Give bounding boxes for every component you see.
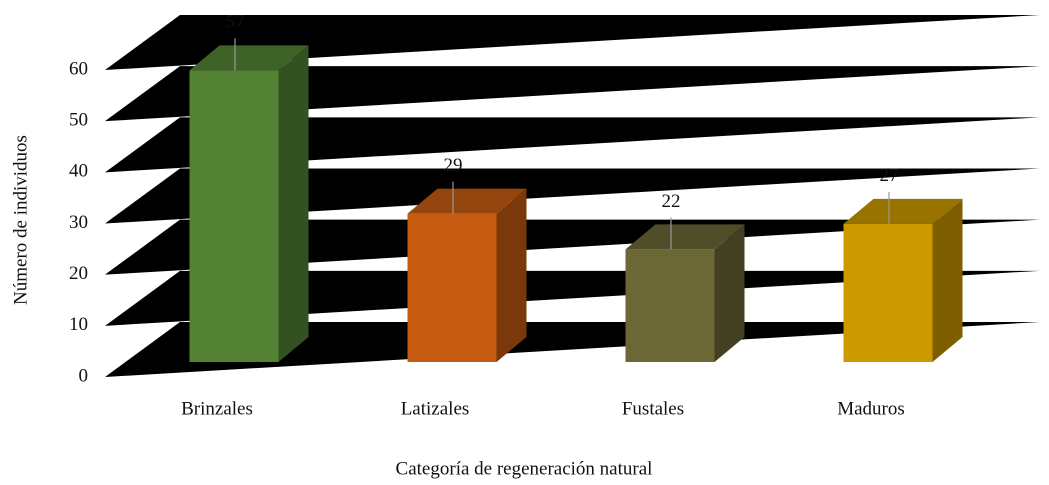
data-label: 57: [226, 12, 245, 33]
bar: [407, 213, 497, 362]
bar-side: [496, 188, 527, 362]
bar-top: [407, 188, 527, 214]
x-tick-label: Latizales: [401, 398, 470, 419]
x-tick-label: Maduros: [837, 398, 905, 419]
y-tick-label: 10: [69, 314, 88, 335]
x-tick-label: Fustales: [622, 398, 684, 419]
grid-line: [105, 322, 1040, 377]
data-label: 27: [880, 165, 899, 186]
y-axis-title: Número de individuos: [10, 135, 31, 305]
bar-side: [278, 45, 309, 362]
y-tick-label: 0: [79, 365, 89, 386]
data-label: 29: [444, 155, 463, 176]
grid-line: [105, 15, 1040, 70]
y-tick-label: 30: [69, 212, 88, 233]
y-tick-label: 60: [69, 58, 88, 79]
bar-side: [932, 198, 963, 362]
y-tick-label: 50: [69, 110, 88, 131]
bar: [189, 70, 279, 362]
bar: [843, 223, 933, 362]
grid-line: [105, 168, 1040, 224]
bar: [625, 249, 715, 362]
y-tick-label: 20: [69, 263, 88, 284]
bar-top: [843, 198, 963, 224]
grid-line: [105, 219, 1040, 275]
grid-line: [105, 117, 1040, 173]
grid-line: [105, 66, 1040, 122]
x-axis-title: Categoría de regeneración natural: [396, 458, 653, 479]
bar-side: [714, 224, 745, 362]
bar-top: [625, 224, 745, 250]
data-label: 22: [662, 191, 681, 212]
x-tick-label: Brinzales: [181, 398, 253, 419]
bar-top: [189, 45, 309, 71]
y-tick-label: 40: [69, 161, 88, 182]
grid-line: [105, 270, 1040, 326]
